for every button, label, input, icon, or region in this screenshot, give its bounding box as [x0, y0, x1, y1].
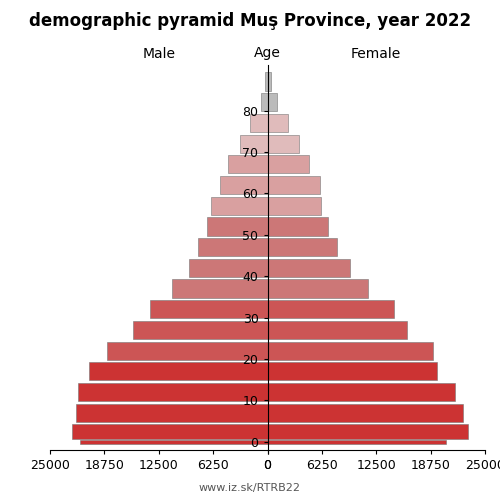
Bar [106, 342, 268, 360]
Bar [240, 134, 268, 153]
Bar [268, 114, 288, 132]
Bar [268, 134, 299, 153]
Bar [268, 342, 433, 360]
Bar [268, 218, 328, 236]
Bar [268, 362, 437, 380]
Bar [78, 383, 268, 401]
Bar [89, 362, 268, 380]
Bar [172, 280, 268, 297]
Bar [189, 258, 268, 277]
Bar [268, 424, 468, 438]
Bar [268, 383, 454, 401]
Text: demographic pyramid Muş Province, year 2022: demographic pyramid Muş Province, year 2… [29, 12, 471, 30]
Bar [268, 280, 368, 297]
Bar [260, 93, 268, 112]
Bar [72, 424, 268, 438]
Bar [268, 196, 322, 215]
Bar [150, 300, 268, 318]
Bar [228, 155, 268, 174]
Title: Male: Male [142, 47, 176, 61]
Bar [250, 114, 268, 132]
Bar [268, 440, 446, 444]
Bar [268, 93, 277, 112]
Text: www.iz.sk/RTRB22: www.iz.sk/RTRB22 [199, 482, 301, 492]
Bar [211, 196, 268, 215]
Bar [206, 218, 268, 236]
Bar [198, 238, 268, 256]
Bar [268, 404, 463, 422]
Bar [268, 258, 350, 277]
Bar [220, 176, 268, 194]
Bar [268, 321, 406, 339]
Title: Female: Female [351, 47, 402, 61]
Bar [80, 440, 268, 444]
Bar [268, 72, 272, 90]
Bar [268, 155, 310, 174]
Bar [268, 176, 320, 194]
Bar [268, 300, 394, 318]
Bar [268, 238, 337, 256]
Bar [266, 72, 268, 90]
Bar [132, 321, 268, 339]
Bar [76, 404, 268, 422]
Text: Age: Age [254, 46, 281, 60]
